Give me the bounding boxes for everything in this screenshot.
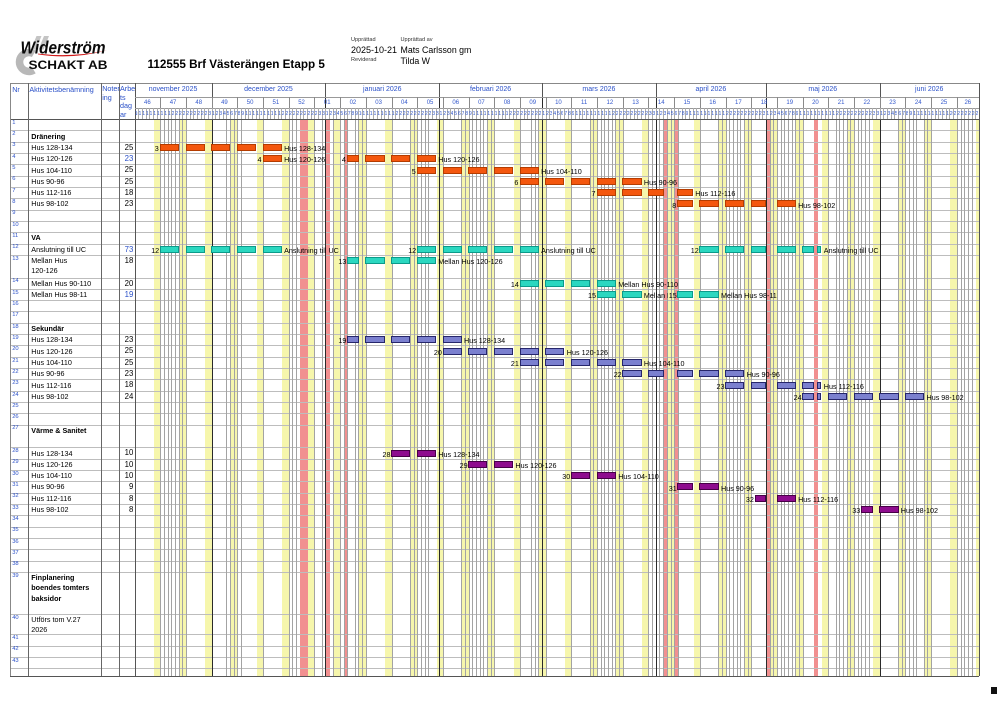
svg-text:Widerström: Widerström: [21, 38, 106, 58]
svg-text:SCHAKT AB: SCHAKT AB: [29, 58, 108, 72]
